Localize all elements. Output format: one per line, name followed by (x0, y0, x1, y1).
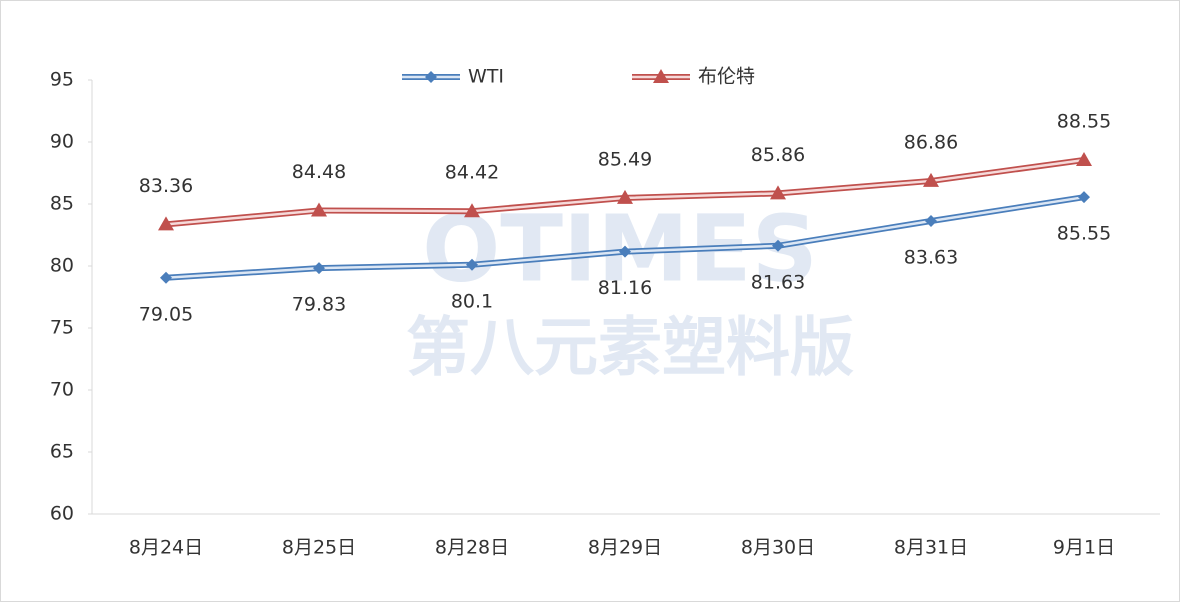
marker (1078, 191, 1090, 204)
y-tick-label: 65 (50, 441, 74, 463)
data-label: 84.42 (445, 162, 499, 184)
legend-label: WTI (468, 66, 504, 88)
watermark: 第八元素塑料版 (406, 312, 854, 386)
x-tick-label: 8月24日 (129, 537, 203, 559)
data-label: 84.48 (292, 161, 346, 183)
legend-marker (425, 71, 437, 83)
marker (160, 271, 172, 284)
data-label: 83.36 (139, 175, 193, 197)
marker (770, 185, 786, 200)
data-label: 79.05 (139, 303, 193, 325)
y-tick-label: 70 (50, 379, 74, 401)
data-label: 85.86 (751, 144, 805, 166)
marker (464, 203, 480, 218)
marker (619, 245, 631, 258)
marker (466, 258, 478, 271)
data-label: 79.83 (292, 294, 346, 316)
y-tick-label: 90 (50, 131, 74, 153)
marker (925, 214, 937, 227)
y-tick-label: 85 (50, 193, 74, 215)
y-tick-label: 80 (50, 255, 74, 277)
x-tick-label: 8月31日 (894, 537, 968, 559)
data-label: 83.63 (904, 246, 958, 268)
data-label: 85.49 (598, 148, 652, 170)
marker (313, 262, 325, 275)
data-label: 88.55 (1057, 110, 1111, 132)
marker (617, 189, 633, 204)
data-label: 85.55 (1057, 223, 1111, 245)
x-tick-label: 8月30日 (741, 537, 815, 559)
marker (772, 239, 784, 252)
x-tick-label: 8月25日 (282, 537, 356, 559)
data-label: 81.63 (751, 271, 805, 293)
x-tick-label: 9月1日 (1053, 537, 1115, 559)
x-tick-label: 8月28日 (435, 537, 509, 559)
data-label: 81.16 (598, 277, 652, 299)
marker (1076, 151, 1092, 166)
y-tick-label: 60 (50, 503, 74, 525)
y-tick-label: 95 (50, 69, 74, 91)
y-tick-label: 75 (50, 317, 74, 339)
legend-marker (653, 69, 669, 83)
marker (923, 172, 939, 187)
marker (311, 202, 327, 217)
data-label: 80.1 (451, 290, 493, 312)
data-label: 86.86 (904, 131, 958, 153)
marker (158, 216, 174, 231)
x-tick-label: 8月29日 (588, 537, 662, 559)
legend-label: 布伦特 (698, 66, 755, 88)
